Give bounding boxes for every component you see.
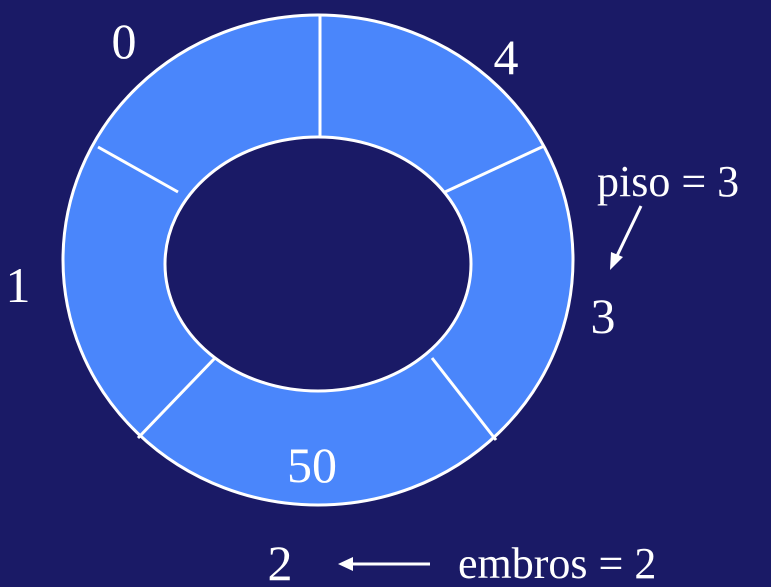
- slot-index-3: 3: [591, 288, 616, 344]
- slot-index-4: 4: [494, 29, 519, 85]
- divider-4-3: [444, 144, 545, 194]
- divider-2-1: [136, 356, 217, 440]
- floor-pointer-arrow: [610, 205, 643, 270]
- front-pointer-arrow: [338, 557, 430, 571]
- ring-hole: [163, 135, 473, 393]
- divider-3-2: [430, 357, 498, 441]
- slot-index-2: 2: [268, 535, 293, 587]
- ring-dividers: [97, 14, 545, 441]
- slot-index-1: 1: [6, 257, 31, 313]
- slot-index-0: 0: [112, 13, 137, 69]
- floor-pointer-label: piso = 3: [597, 157, 739, 206]
- slot-value: 50: [287, 437, 337, 493]
- divider-1-0: [97, 145, 179, 194]
- front-pointer-label: embros = 2: [458, 539, 656, 587]
